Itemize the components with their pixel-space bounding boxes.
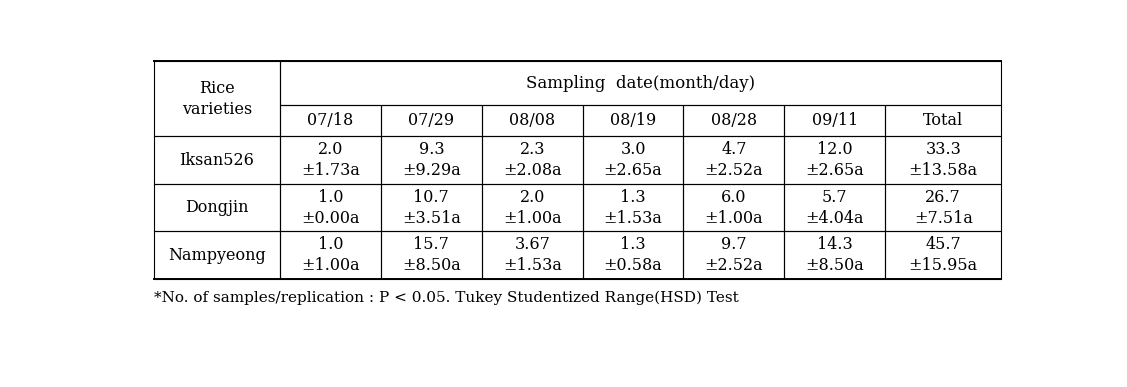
- Bar: [481, 105, 583, 137]
- Bar: [154, 184, 279, 231]
- Bar: [154, 231, 279, 279]
- Text: 08/28: 08/28: [711, 112, 757, 129]
- Text: 5.7
±4.04a: 5.7 ±4.04a: [806, 189, 864, 227]
- Text: Sampling  date(month/day): Sampling date(month/day): [526, 75, 755, 92]
- Bar: [784, 105, 885, 137]
- Text: Total: Total: [923, 112, 964, 129]
- Bar: [683, 184, 784, 231]
- Bar: [279, 137, 381, 184]
- Text: *No. of samples/replication : P < 0.05. Tukey Studentized Range(HSD) Test: *No. of samples/replication : P < 0.05. …: [154, 291, 738, 305]
- Text: 1.3
±0.58a: 1.3 ±0.58a: [604, 236, 663, 274]
- Text: 2.0
±1.00a: 2.0 ±1.00a: [503, 189, 561, 227]
- Text: 14.3
±8.50a: 14.3 ±8.50a: [806, 236, 864, 274]
- Text: 33.3
±13.58a: 33.3 ±13.58a: [908, 141, 978, 179]
- Text: 12.0
±2.65a: 12.0 ±2.65a: [806, 141, 864, 179]
- Bar: [784, 137, 885, 184]
- Bar: [481, 137, 583, 184]
- Bar: [583, 184, 683, 231]
- Bar: [583, 105, 683, 137]
- Bar: [683, 231, 784, 279]
- Bar: [154, 137, 279, 184]
- Text: 1.0
±0.00a: 1.0 ±0.00a: [301, 189, 360, 227]
- Text: 1.3
±1.53a: 1.3 ±1.53a: [604, 189, 663, 227]
- Text: Rice
varieties: Rice varieties: [181, 80, 252, 118]
- Bar: [279, 105, 381, 137]
- Bar: [885, 105, 1001, 137]
- Bar: [683, 137, 784, 184]
- Text: Dongjin: Dongjin: [185, 199, 249, 216]
- Text: 2.0
±1.73a: 2.0 ±1.73a: [301, 141, 360, 179]
- Text: 08/19: 08/19: [610, 112, 656, 129]
- Text: 09/11: 09/11: [811, 112, 858, 129]
- Text: 4.7
±2.52a: 4.7 ±2.52a: [704, 141, 763, 179]
- Text: Nampyeong: Nampyeong: [168, 247, 266, 264]
- Bar: [154, 62, 279, 137]
- Bar: [279, 61, 1001, 105]
- Bar: [583, 231, 683, 279]
- Bar: [381, 184, 481, 231]
- Text: 1.0
±1.00a: 1.0 ±1.00a: [301, 236, 360, 274]
- Bar: [481, 231, 583, 279]
- Bar: [279, 184, 381, 231]
- Text: 45.7
±15.95a: 45.7 ±15.95a: [908, 236, 978, 274]
- Text: 10.7
±3.51a: 10.7 ±3.51a: [402, 189, 461, 227]
- Bar: [885, 231, 1001, 279]
- Bar: [481, 184, 583, 231]
- Text: 08/08: 08/08: [509, 112, 556, 129]
- Bar: [784, 184, 885, 231]
- Bar: [683, 105, 784, 137]
- Bar: [381, 231, 481, 279]
- Text: 07/29: 07/29: [408, 112, 454, 129]
- Text: 9.3
±9.29a: 9.3 ±9.29a: [402, 141, 461, 179]
- Bar: [583, 137, 683, 184]
- Bar: [885, 137, 1001, 184]
- Text: 9.7
±2.52a: 9.7 ±2.52a: [704, 236, 763, 274]
- Text: Iksan526: Iksan526: [179, 152, 255, 169]
- Text: 15.7
±8.50a: 15.7 ±8.50a: [402, 236, 461, 274]
- Text: 07/18: 07/18: [308, 112, 354, 129]
- Bar: [885, 184, 1001, 231]
- Text: 2.3
±2.08a: 2.3 ±2.08a: [503, 141, 561, 179]
- Bar: [381, 137, 481, 184]
- Bar: [381, 105, 481, 137]
- Text: 3.0
±2.65a: 3.0 ±2.65a: [604, 141, 663, 179]
- Text: 3.67
±1.53a: 3.67 ±1.53a: [503, 236, 561, 274]
- Bar: [784, 231, 885, 279]
- Text: 26.7
±7.51a: 26.7 ±7.51a: [914, 189, 973, 227]
- Text: 6.0
±1.00a: 6.0 ±1.00a: [704, 189, 763, 227]
- Bar: [279, 231, 381, 279]
